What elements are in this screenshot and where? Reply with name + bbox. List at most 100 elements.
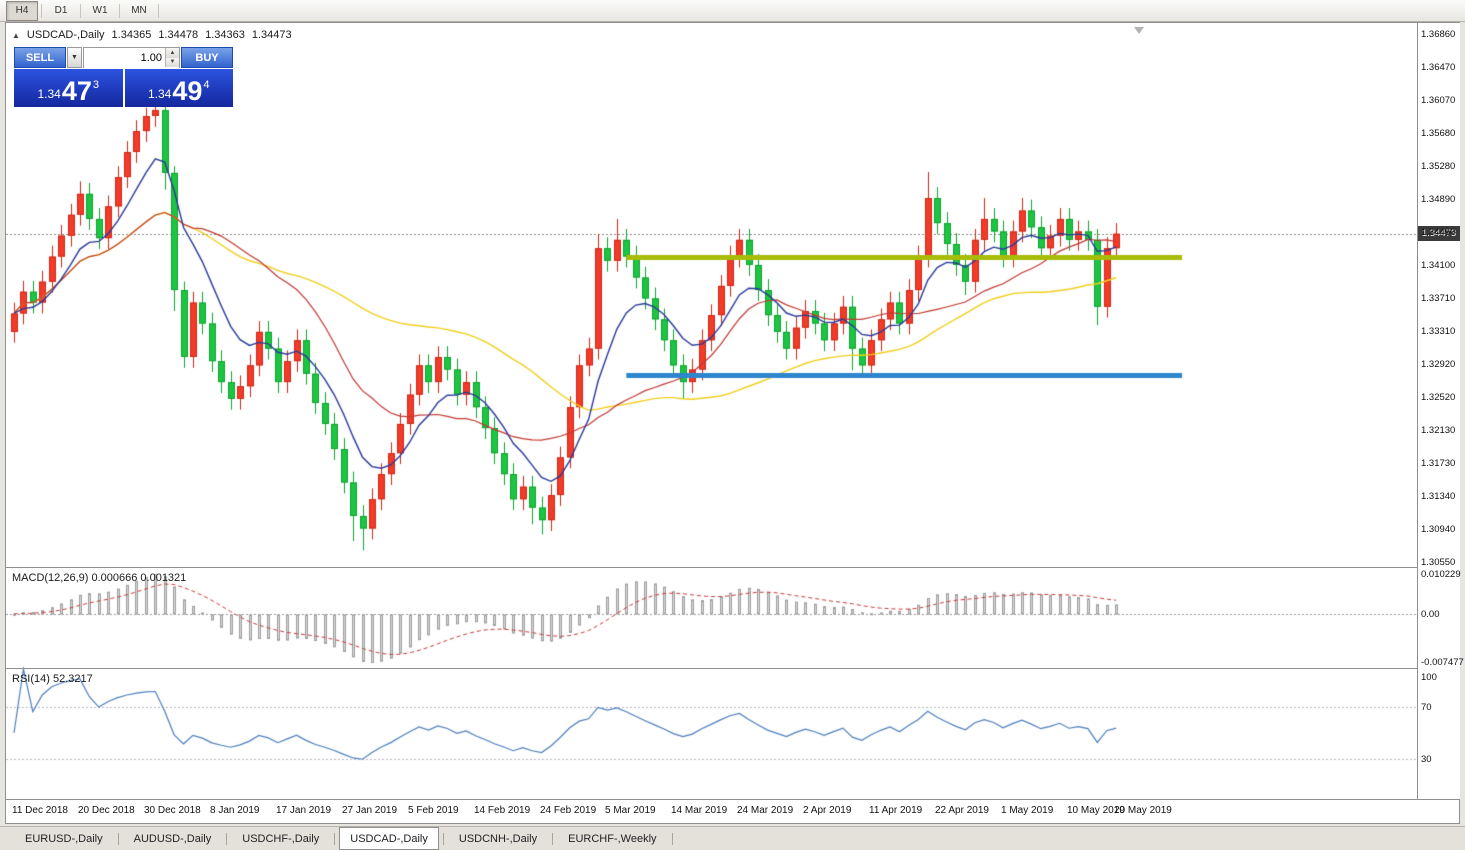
date-axis-label: 8 Jan 2019 [210, 805, 260, 816]
rsi-scale-label: 30 [1421, 754, 1432, 765]
macd-scale-label: -0.007477 [1421, 657, 1464, 668]
date-axis-label: 5 Mar 2019 [605, 805, 656, 816]
date-axis-label: 11 Apr 2019 [869, 805, 923, 816]
macd-indicator-label: MACD(12,26,9) 0.000666 0.001321 [12, 572, 187, 584]
price-axis-label: 1.34490 [1421, 227, 1456, 238]
toolbar-divider [119, 3, 120, 18]
ohlc-open: 1.34365 [111, 29, 152, 41]
volume-dropdown-button[interactable]: ▼ [67, 47, 82, 68]
ohlc-close: 1.34473 [251, 29, 292, 41]
date-axis-label: 14 Feb 2019 [474, 805, 531, 816]
tab-usdcad-daily[interactable]: USDCAD-,Daily [339, 827, 439, 850]
date-axis-label: 10 May 2019 [1067, 805, 1125, 816]
price-axis-label: 1.31340 [1421, 491, 1456, 502]
chart-symbol: USDCAD-,Daily [26, 29, 105, 41]
macd-scale-label: 0.010229 [1421, 569, 1461, 580]
sell-price-prefix: 1.34 [37, 87, 61, 101]
tab-usdchf-daily[interactable]: USDCHF-,Daily [242, 832, 320, 845]
chart-shift-marker-icon[interactable] [1134, 27, 1144, 34]
date-axis-label: 22 Apr 2019 [935, 805, 989, 816]
price-axis-label: 1.35280 [1421, 161, 1456, 172]
volume-stepper: ▲ ▼ [165, 48, 179, 67]
chart-tabs-bar: EURUSD-,Daily AUDUSD-,Daily USDCHF-,Dail… [0, 826, 1465, 850]
macd-panel-separator[interactable] [6, 567, 1459, 568]
volume-input[interactable] [84, 48, 179, 68]
tab-divider [226, 832, 228, 845]
price-axis-label: 1.33310 [1421, 326, 1456, 337]
rsi-scale-label: 70 [1421, 702, 1432, 713]
buy-price-prefix: 1.34 [147, 87, 172, 101]
tab-divider [117, 832, 119, 845]
tab-divider [442, 832, 444, 845]
price-axis-label: 1.33710 [1421, 293, 1456, 304]
buy-price-big: 49 [172, 76, 203, 106]
chart-window: ▲ USDCAD-,Daily 1.34365 1.34478 1.34363 … [5, 22, 1464, 824]
sell-price-big: 47 [61, 76, 92, 106]
tab-eurchf-weekly[interactable]: EURCHF-,Weekly [568, 832, 657, 845]
timeframe-d1-button[interactable]: D1 [54, 5, 68, 16]
tab-usdcnh-daily[interactable]: USDCNH-,Daily [458, 832, 538, 845]
price-axis-label: 1.31730 [1421, 458, 1456, 469]
price-axis-label: 1.36470 [1421, 62, 1456, 73]
buy-price-button[interactable]: 1.34 49 4 [124, 69, 233, 107]
price-axis-label: 1.36070 [1421, 95, 1456, 106]
tab-divider [671, 832, 673, 845]
timeframe-toolbar: H4 D1 W1 MN [0, 0, 1465, 22]
toolbar-divider [80, 3, 81, 18]
timeframe-w1-button[interactable]: W1 [92, 5, 108, 16]
date-axis-label: 2 Apr 2019 [803, 805, 852, 816]
rsi-indicator-label: RSI(14) 52.3217 [12, 673, 93, 685]
current-price-badge: 1.34473 [1418, 226, 1460, 241]
stepper-down-icon[interactable]: ▼ [165, 57, 179, 67]
date-axis-label: 5 Feb 2019 [408, 805, 459, 816]
tab-audusd-daily[interactable]: AUDUSD-,Daily [133, 832, 212, 845]
date-axis-label: 24 Mar 2019 [737, 805, 794, 816]
price-axis-label: 1.34890 [1421, 194, 1456, 205]
one-click-trading-panel: SELL ▼ ▲ ▼ BUY 1.34 47 3 1.3 [14, 47, 233, 107]
price-axis-label: 1.35680 [1421, 128, 1456, 139]
date-axis-label: 1 May 2019 [1001, 805, 1054, 816]
sell-price-button[interactable]: 1.34 47 3 [14, 69, 123, 107]
date-axis-label: 14 Mar 2019 [671, 805, 728, 816]
date-axis-label: 20 Dec 2018 [78, 805, 135, 816]
rsi-scale-label: 100 [1421, 672, 1437, 683]
toolbar-divider [158, 3, 159, 18]
stepper-up-icon[interactable]: ▲ [165, 48, 179, 58]
chevron-down-icon: ▼ [71, 54, 78, 61]
chart-title: ▲ USDCAD-,Daily 1.34365 1.34478 1.34363 … [12, 29, 292, 41]
price-axis-label: 1.36860 [1421, 29, 1456, 40]
date-axis[interactable]: 11 Dec 2018 20 Dec 2018 30 Dec 2018 8 Jan 2… [6, 800, 1417, 823]
tab-divider [552, 832, 554, 845]
timeframe-mn-button[interactable]: MN [131, 5, 147, 16]
ohlc-low: 1.34363 [205, 29, 245, 41]
date-axis-label: 20 May 2019 [1114, 805, 1172, 816]
date-axis-label: 30 Dec 2018 [144, 805, 201, 816]
tab-divider [334, 832, 336, 845]
price-axis-label: 1.32920 [1421, 359, 1456, 370]
rsi-panel-separator[interactable] [6, 668, 1459, 669]
collapse-trade-panel-icon[interactable]: ▲ [12, 30, 20, 40]
price-chart-canvas[interactable] [6, 23, 1417, 799]
date-axis-label: 17 Jan 2019 [276, 805, 332, 816]
timeframe-h4-button[interactable]: H4 [6, 0, 38, 21]
sell-price-sup: 3 [92, 79, 100, 91]
buy-button[interactable]: BUY [181, 47, 233, 68]
date-axis-label: 11 Dec 2018 [12, 805, 68, 816]
date-axis-label: 27 Jan 2019 [342, 805, 398, 816]
price-axis-label: 1.34100 [1421, 260, 1456, 271]
price-axis-label: 1.30940 [1421, 524, 1456, 535]
ohlc-high: 1.34478 [158, 29, 199, 41]
sell-button[interactable]: SELL [14, 47, 66, 68]
volume-field: ▲ ▼ [83, 47, 180, 68]
macd-scale-label: 0.00 [1421, 608, 1440, 620]
date-axis-separator [6, 799, 1459, 800]
toolbar-divider [41, 3, 42, 18]
price-axis-label: 1.32130 [1421, 425, 1456, 436]
buy-price-sup: 4 [203, 79, 210, 91]
date-axis-label: 24 Feb 2019 [540, 805, 597, 816]
tab-eurusd-daily[interactable]: EURUSD-,Daily [25, 832, 103, 845]
price-axis[interactable]: 1.34473 1.36860 1.36470 1.36070 1.35680 1.35… [1417, 23, 1464, 799]
price-axis-label: 1.32520 [1421, 392, 1456, 403]
price-axis-label: 1.30550 [1421, 557, 1456, 568]
